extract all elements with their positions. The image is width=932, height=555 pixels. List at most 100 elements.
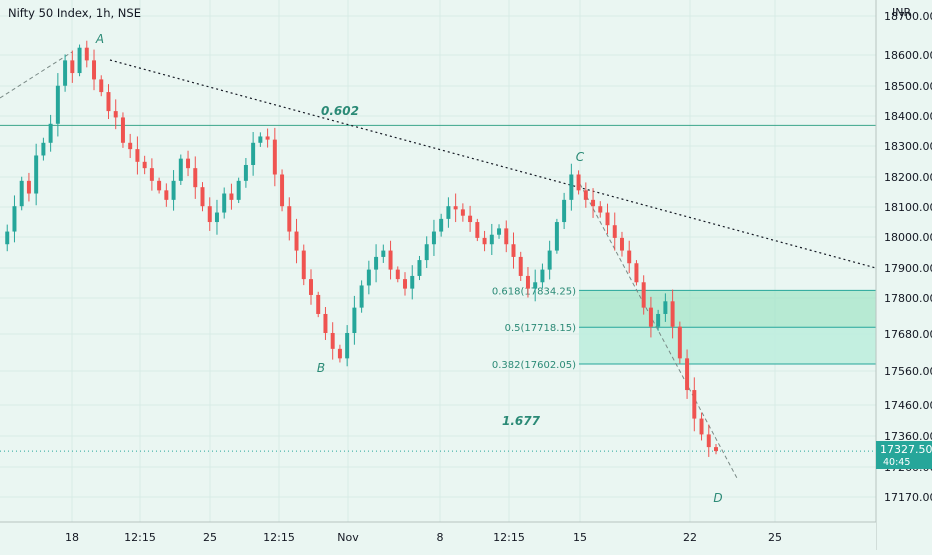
candle-body (120, 117, 125, 143)
candle-body (214, 212, 219, 223)
candle-body (612, 225, 617, 238)
time-tick-label: 15 (573, 531, 587, 544)
candle-body (685, 358, 690, 391)
candle-body (576, 174, 581, 191)
candle-body (699, 418, 704, 435)
candle-body (648, 307, 653, 327)
price-tick-label: 18000.00 (884, 231, 932, 244)
candle-body (323, 313, 328, 333)
candle-body (403, 279, 407, 289)
candle-body (34, 155, 39, 194)
candle-body (149, 168, 154, 181)
fib-level-label: 0.618(17834.25) (492, 286, 576, 297)
candle-body (374, 256, 379, 270)
wave-label: C (576, 150, 585, 164)
candle-body (540, 269, 545, 283)
time-axis[interactable]: 18 12:15 25 12:15 Nov 8 12:15 15 22 25 (65, 531, 782, 544)
candle-body (280, 174, 285, 207)
candle-body (569, 174, 574, 200)
candle-body (554, 222, 559, 251)
current-price-box (876, 441, 932, 469)
candle-body (207, 206, 212, 223)
time-tick-label: 22 (683, 531, 697, 544)
candle-body (518, 256, 523, 276)
candle-body (41, 142, 46, 156)
fib-ratio-label: 1.677 (502, 414, 541, 428)
price-tick-label: 17900.00 (884, 262, 932, 275)
candle-body (113, 111, 118, 118)
candle-body (316, 294, 321, 314)
price-tick-label: 17800.00 (884, 292, 932, 305)
candle-body (627, 250, 632, 264)
fib-level-label: 0.5(17718.15) (505, 323, 577, 334)
candle-body (677, 326, 682, 359)
candle-body (258, 136, 263, 143)
candle-body (106, 92, 111, 112)
candle-body (359, 285, 364, 308)
candle-body (135, 149, 140, 162)
candle-body (525, 275, 530, 289)
candle-body (460, 209, 465, 216)
candle-body (468, 215, 473, 223)
candle-body (345, 332, 350, 359)
time-tick-label: 12:15 (263, 531, 295, 544)
candle-body (562, 199, 567, 223)
candle-body (229, 193, 234, 200)
candle-body (309, 279, 313, 295)
time-tick-label: 12:15 (124, 531, 156, 544)
candle-body (55, 85, 60, 124)
candle-body (48, 123, 53, 143)
time-tick-label: 25 (768, 531, 782, 544)
candle-body (19, 180, 24, 207)
time-axis-background (0, 522, 876, 550)
candle-body (243, 164, 248, 181)
candles (5, 40, 718, 457)
price-tick-label: 18300.00 (884, 140, 932, 153)
candle-body (251, 142, 256, 165)
candle-body (489, 234, 494, 245)
candle-body (641, 282, 646, 308)
chart-title: Nifty 50 Index, 1h, NSE (8, 6, 141, 20)
time-tick-label: Nov (337, 531, 359, 544)
price-tick-label: 17460.00 (884, 399, 932, 412)
candle-body (381, 250, 386, 257)
time-tick-label: 18 (65, 531, 79, 544)
candle-body (482, 237, 487, 245)
candle-body (294, 231, 299, 251)
candle-body (497, 228, 502, 235)
annotation-labels: A B C D 0.602 1.677 (95, 32, 723, 505)
price-tick-label: 18100.00 (884, 201, 932, 214)
candle-body (63, 60, 68, 86)
candle-body (656, 313, 661, 327)
candle-body (417, 260, 422, 276)
fib-zone-lower (579, 327, 876, 365)
candle-body (663, 301, 668, 314)
leading-dashed-line (0, 51, 73, 99)
price-axis[interactable]: 18700.00 18600.00 18500.00 18400.00 18300.00… (884, 10, 932, 504)
candle-body (431, 231, 436, 245)
candle-body (670, 301, 675, 327)
price-tick-label: 18600.00 (884, 49, 932, 62)
time-tick-label: 8 (437, 531, 444, 544)
candle-body (439, 218, 444, 232)
price-tick-label: 18500.00 (884, 80, 932, 93)
candle-body (178, 158, 183, 181)
candle-body (692, 390, 697, 419)
fib-level-label: 0.382(17602.05) (492, 360, 576, 371)
candle-body (171, 180, 176, 200)
candle-body (287, 206, 292, 232)
wave-label: A (95, 32, 104, 46)
candle-body (26, 180, 31, 194)
currency-label: INR (892, 6, 911, 19)
fib-ratio-label: 0.602 (321, 104, 359, 118)
candle-body (193, 168, 198, 188)
candle-body (634, 263, 639, 283)
candle-body (619, 237, 624, 251)
candle-body (424, 244, 429, 261)
candle-body (337, 348, 342, 359)
candle-body (475, 222, 480, 238)
grid (0, 0, 876, 522)
price-tick-label: 17360.00 (884, 430, 932, 443)
